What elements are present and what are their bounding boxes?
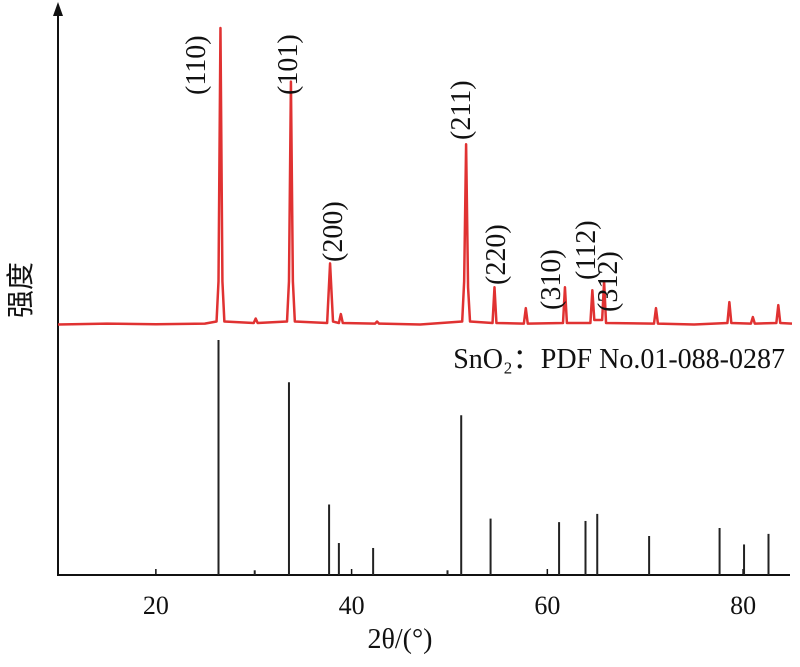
x-tick-label: 60 [534,591,560,620]
x-tick-label: 80 [730,591,756,620]
x-axis-label: 2θ/(°) [367,624,432,655]
peak-label: (112) [571,220,602,280]
x-tick-label: 20 [143,591,169,620]
peak-label: (110) [181,35,212,95]
peak-label: (101) [273,34,304,95]
x-tick-label: 40 [339,591,365,620]
y-axis-arrow [53,2,63,16]
peak-label: (200) [318,201,349,262]
peak-label: (220) [481,224,512,285]
reference-label: SnO₂：PDF No.01-088-0287 [453,344,785,375]
peak-label: (211) [446,80,477,140]
peak-label: (312) [593,251,624,312]
xrd-curve [57,26,793,326]
y-axis-label: 强度 [4,262,37,318]
peak-label: (310) [536,249,567,310]
